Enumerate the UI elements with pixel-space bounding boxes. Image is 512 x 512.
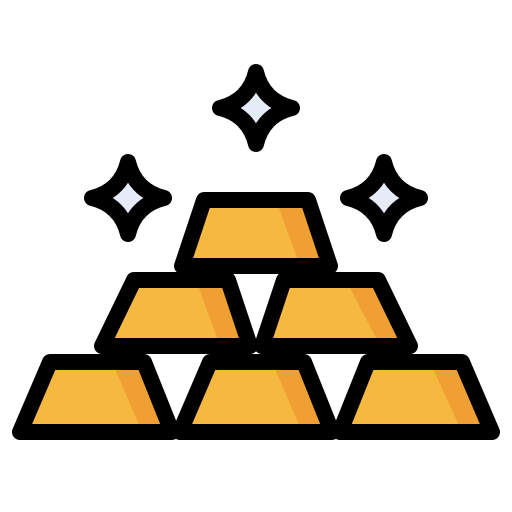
gold-bar-middle-left [94, 272, 258, 354]
gold-bar-middle-right [254, 272, 418, 354]
sparkle-top-icon [212, 64, 300, 152]
sparkle-right-icon [340, 154, 428, 242]
gold-bar-bottom-center [172, 354, 340, 440]
gold-bar-top [174, 192, 338, 274]
gold-bar-bottom-left [12, 354, 180, 440]
sparkle-left-icon [84, 154, 172, 242]
gold-bar-bottom-right [332, 354, 500, 440]
